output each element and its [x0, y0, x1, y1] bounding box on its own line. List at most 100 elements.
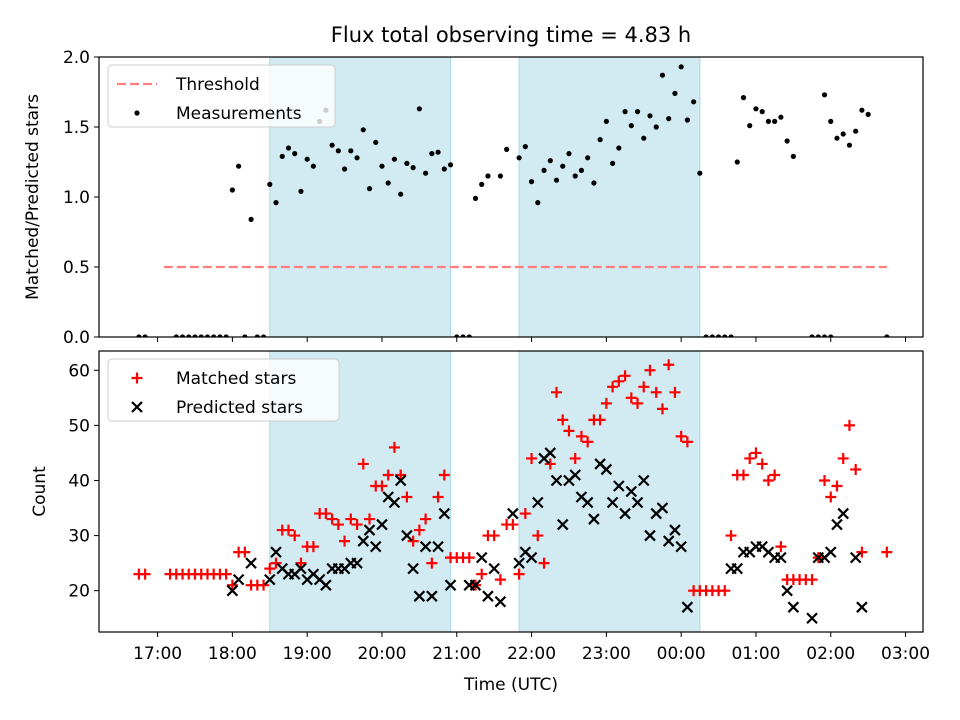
matched-star-point	[831, 480, 843, 492]
measurement-point	[547, 158, 553, 164]
x-tick-label: 18:00	[208, 644, 257, 664]
predicted-star-point	[494, 595, 507, 608]
predicted-star-point	[675, 540, 687, 553]
predicted-star-point	[837, 507, 849, 520]
matched-star-point	[413, 524, 425, 536]
measurement-point	[759, 109, 765, 115]
measurement-point	[709, 334, 715, 337]
predicted-star-point	[637, 474, 650, 487]
measurement-point	[821, 334, 828, 337]
measurement-point	[715, 334, 722, 337]
y-tick-label: 2.0	[63, 48, 90, 68]
measurement-point	[179, 334, 186, 337]
predicted-star-point	[669, 524, 681, 536]
measurement-point	[828, 334, 834, 337]
x-tick-label: 00:00	[657, 644, 706, 664]
predicted-star-point	[824, 546, 837, 558]
measurement-point	[285, 145, 292, 151]
measurement-point	[211, 334, 217, 337]
measurement-point	[784, 138, 790, 144]
measurement-point	[410, 165, 416, 171]
measurement-point	[497, 173, 504, 179]
legend-label: Matched stars	[176, 369, 296, 389]
matched-star-point	[326, 513, 338, 525]
matched-star-point	[725, 530, 737, 542]
predicted-star-point	[662, 535, 675, 547]
x-tick-label: 22:00	[507, 644, 556, 664]
measurement-point	[753, 106, 759, 112]
predicted-star-point	[226, 584, 239, 597]
predicted-star-point	[232, 573, 245, 586]
matched-star-point	[756, 458, 768, 470]
measurement-point	[310, 163, 317, 169]
matched-star-point	[719, 585, 731, 597]
measurement-point	[666, 116, 672, 122]
predicted-star-point	[376, 518, 388, 531]
measurement-point	[273, 200, 279, 206]
measurement-point	[360, 127, 366, 133]
measurement-point	[859, 107, 865, 113]
matched-star-point	[345, 513, 357, 525]
measurement-point	[447, 162, 454, 168]
measurement-point	[516, 155, 522, 161]
predicted-star-point	[388, 496, 401, 509]
measurement-point	[192, 334, 198, 337]
measurement-point	[703, 334, 709, 337]
matched-star-point	[476, 568, 488, 580]
x-tick-label: 02:00	[806, 644, 855, 664]
matched-star-point	[663, 359, 675, 371]
measurement-point	[416, 106, 422, 112]
measurement-point	[366, 186, 373, 192]
matched-star-point	[843, 419, 855, 431]
measurement-point	[747, 123, 753, 129]
predicted-star-point	[806, 612, 818, 625]
matched-star-point	[376, 480, 388, 492]
measurement-point	[528, 179, 535, 185]
matched-star-point	[139, 568, 151, 580]
measurement-point	[853, 128, 859, 134]
predicted-star-point	[681, 601, 694, 613]
predicted-star-point	[295, 562, 307, 575]
measurement-point	[865, 111, 871, 117]
predicted-star-point	[569, 469, 581, 481]
matched-star-point	[488, 530, 500, 542]
matched-star-point	[538, 557, 550, 569]
axes-frame	[98, 350, 924, 633]
matched-star-point	[650, 386, 662, 398]
matched-star-point	[744, 452, 756, 464]
matched-star-point	[837, 452, 849, 464]
matched-star-point	[507, 519, 519, 531]
measurement-point	[566, 151, 572, 157]
matched-star-point	[364, 513, 376, 525]
measurement-point	[653, 124, 659, 130]
predicted-star-point	[600, 463, 613, 476]
measurement-point	[834, 135, 840, 141]
predicted-star-point	[775, 551, 787, 564]
measurement-point	[821, 92, 828, 98]
predicted-star-point	[787, 601, 800, 613]
matched-star-point	[320, 508, 332, 520]
legend-matched-marker	[131, 372, 143, 384]
measurement-point	[616, 145, 622, 151]
measurement-point	[423, 170, 429, 176]
predicted-star-point	[507, 507, 519, 520]
y-tick-label: 40	[68, 471, 90, 491]
matched-star-point	[582, 436, 594, 448]
measurement-point	[173, 334, 179, 337]
predicted-star-point	[469, 579, 482, 591]
matched-star-point	[625, 392, 637, 404]
chart-title: Flux total observing time = 4.83 h	[331, 23, 691, 47]
measurement-point	[553, 177, 560, 183]
predicted-star-point	[320, 579, 332, 591]
matched-star-point	[420, 513, 432, 525]
measurement-point	[641, 135, 647, 141]
predicted-star-point	[413, 590, 426, 602]
predicted-star-point	[245, 557, 257, 569]
matched-star-point	[438, 469, 450, 481]
plot-body	[136, 57, 890, 337]
y-tick-label: 60	[68, 361, 90, 381]
predicted-star-point	[438, 507, 451, 520]
bottom-panel-counts: 20 30 40 50 60 17:00 18:00 19:00 20:00 21:00 22:00…	[30, 350, 930, 695]
measurement-point	[398, 191, 404, 197]
